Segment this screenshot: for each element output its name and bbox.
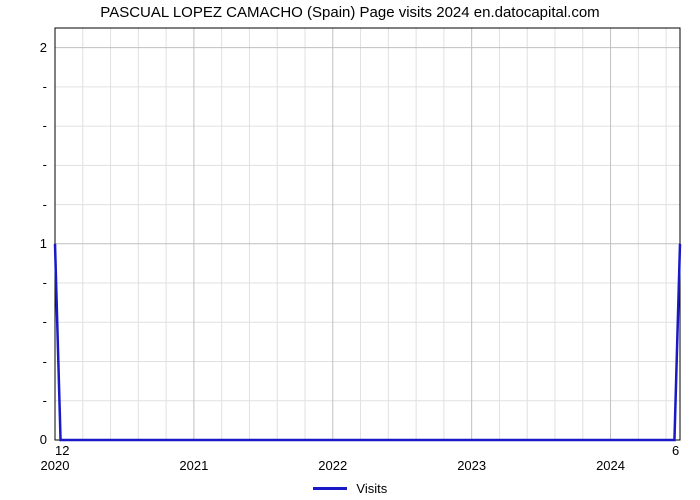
ytick-minor-dash: - [0, 157, 47, 172]
xtick-label: 2024 [581, 458, 641, 473]
series-visits [55, 244, 680, 440]
ytick-label: 2 [0, 40, 47, 55]
xtick-label: 2023 [442, 458, 502, 473]
ytick-minor-dash: - [0, 314, 47, 329]
ytick-minor-dash: - [0, 393, 47, 408]
xtick-label: 2020 [25, 458, 85, 473]
xtick-label: 2022 [303, 458, 363, 473]
legend-line [313, 487, 347, 490]
legend-label: Visits [356, 481, 387, 496]
corner-label-right: 6 [672, 443, 679, 458]
ytick-label: 1 [0, 236, 47, 251]
legend: Visits [0, 480, 700, 496]
chart-svg [0, 0, 700, 500]
ytick-label: 0 [0, 432, 47, 447]
ytick-minor-dash: - [0, 197, 47, 212]
ytick-minor-dash: - [0, 79, 47, 94]
ytick-minor-dash: - [0, 275, 47, 290]
xtick-label: 2021 [164, 458, 224, 473]
chart-container: PASCUAL LOPEZ CAMACHO (Spain) Page visit… [0, 0, 700, 500]
corner-label-left: 12 [55, 443, 69, 458]
ytick-minor-dash: - [0, 118, 47, 133]
ytick-minor-dash: - [0, 354, 47, 369]
